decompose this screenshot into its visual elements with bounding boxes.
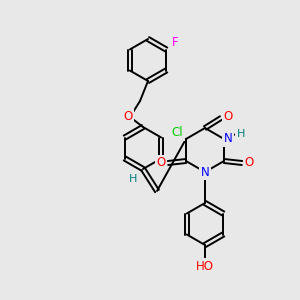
Text: F: F	[172, 36, 178, 49]
Text: N: N	[201, 166, 209, 178]
Text: O: O	[244, 157, 254, 169]
Text: O: O	[156, 157, 166, 169]
Text: O: O	[224, 110, 232, 122]
Text: Cl: Cl	[171, 126, 183, 139]
Text: H: H	[129, 174, 137, 184]
Text: O: O	[123, 110, 133, 124]
Text: H: H	[237, 129, 245, 139]
Text: N: N	[224, 133, 233, 146]
Text: HO: HO	[196, 260, 214, 272]
